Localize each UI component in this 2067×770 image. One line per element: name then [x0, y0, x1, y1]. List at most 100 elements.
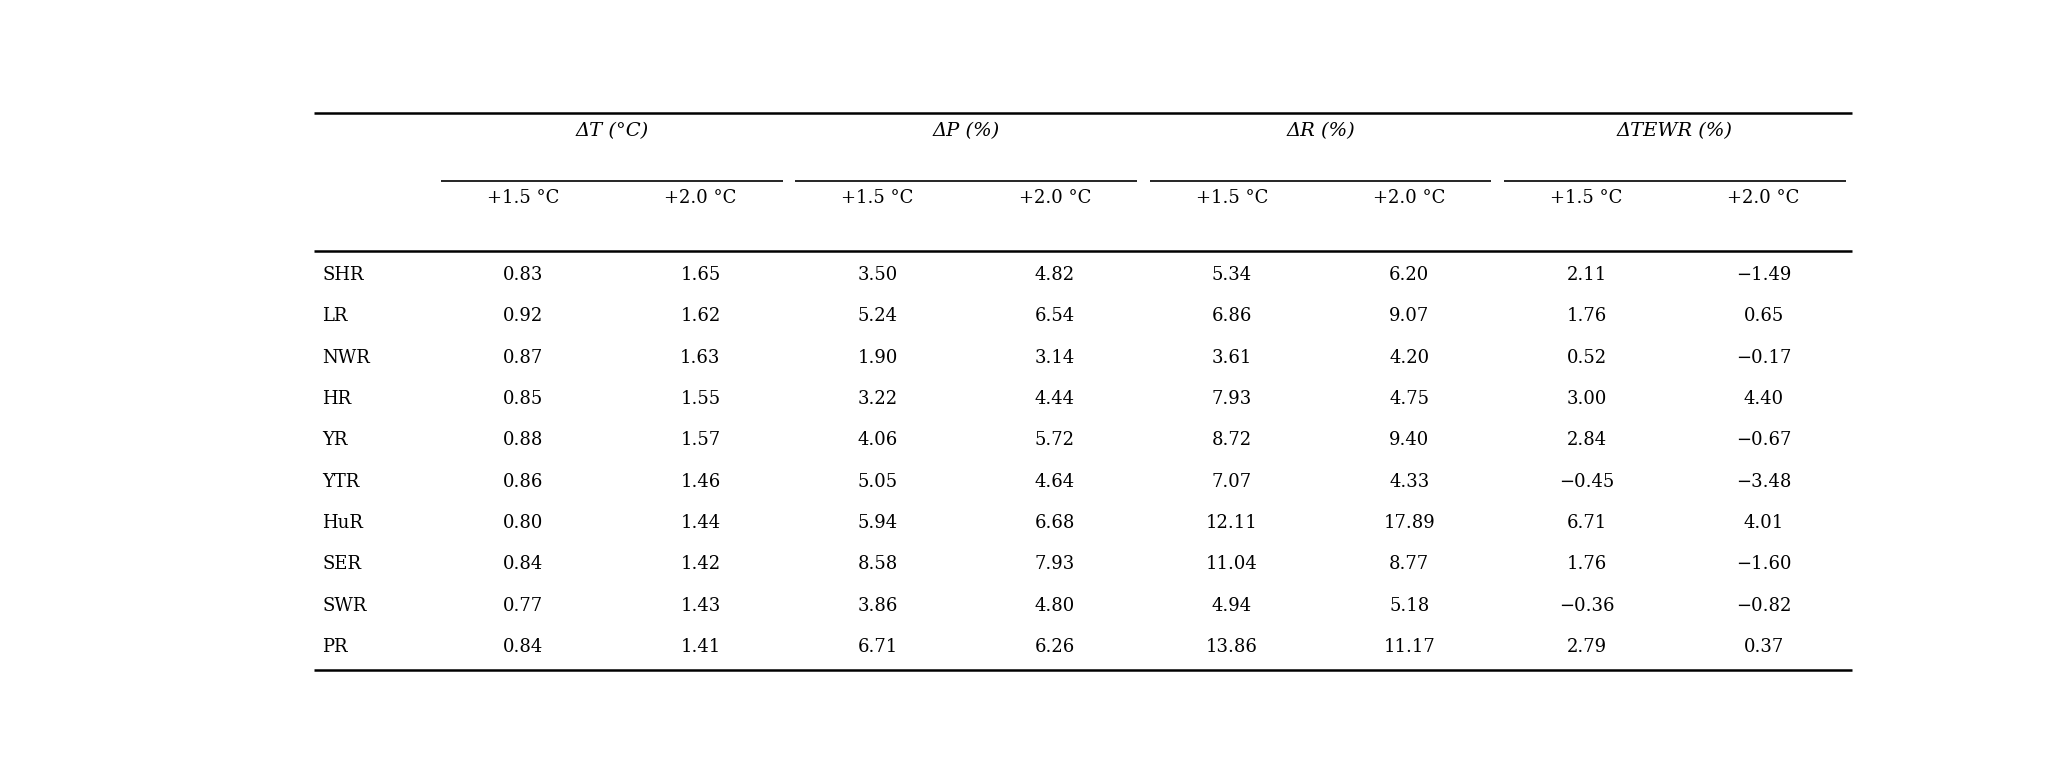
Text: 1.90: 1.90: [858, 349, 897, 367]
Text: 4.44: 4.44: [1036, 390, 1075, 408]
Text: 1.55: 1.55: [680, 390, 721, 408]
Text: 4.20: 4.20: [1389, 349, 1428, 367]
Text: 4.94: 4.94: [1211, 597, 1253, 614]
Text: 9.07: 9.07: [1389, 307, 1430, 325]
Text: 1.63: 1.63: [680, 349, 721, 367]
Text: YR: YR: [322, 431, 347, 449]
Text: 3.50: 3.50: [858, 266, 897, 284]
Text: 4.75: 4.75: [1389, 390, 1428, 408]
Text: +1.5 °C: +1.5 °C: [488, 189, 560, 207]
Text: 7.93: 7.93: [1211, 390, 1253, 408]
Text: 0.88: 0.88: [502, 431, 544, 449]
Text: 5.18: 5.18: [1389, 597, 1430, 614]
Text: 5.72: 5.72: [1036, 431, 1075, 449]
Text: 3.86: 3.86: [858, 597, 897, 614]
Text: 0.84: 0.84: [502, 638, 544, 656]
Text: 12.11: 12.11: [1207, 514, 1259, 532]
Text: +2.0 °C: +2.0 °C: [1372, 189, 1445, 207]
Text: ΔR (%): ΔR (%): [1286, 122, 1356, 140]
Text: 6.86: 6.86: [1211, 307, 1253, 325]
Text: 0.87: 0.87: [502, 349, 544, 367]
Text: 1.46: 1.46: [680, 473, 721, 490]
Text: LR: LR: [322, 307, 347, 325]
Text: +1.5 °C: +1.5 °C: [841, 189, 914, 207]
Text: ΔP (%): ΔP (%): [932, 122, 1000, 140]
Text: 5.05: 5.05: [858, 473, 897, 490]
Text: 8.77: 8.77: [1389, 555, 1428, 573]
Text: −0.45: −0.45: [1559, 473, 1614, 490]
Text: 0.80: 0.80: [502, 514, 544, 532]
Text: 2.11: 2.11: [1567, 266, 1606, 284]
Text: 13.86: 13.86: [1207, 638, 1259, 656]
Text: 1.44: 1.44: [680, 514, 721, 532]
Text: SWR: SWR: [322, 597, 366, 614]
Text: 11.04: 11.04: [1207, 555, 1259, 573]
Text: −3.48: −3.48: [1736, 473, 1792, 490]
Text: 6.54: 6.54: [1036, 307, 1075, 325]
Text: 0.86: 0.86: [502, 473, 544, 490]
Text: NWR: NWR: [322, 349, 370, 367]
Text: 1.76: 1.76: [1567, 555, 1606, 573]
Text: 11.17: 11.17: [1383, 638, 1434, 656]
Text: YTR: YTR: [322, 473, 360, 490]
Text: 0.83: 0.83: [502, 266, 544, 284]
Text: 1.41: 1.41: [680, 638, 721, 656]
Text: 8.72: 8.72: [1211, 431, 1253, 449]
Text: 1.43: 1.43: [680, 597, 721, 614]
Text: SHR: SHR: [322, 266, 364, 284]
Text: 1.65: 1.65: [680, 266, 721, 284]
Text: 3.61: 3.61: [1211, 349, 1253, 367]
Text: −0.82: −0.82: [1736, 597, 1792, 614]
Text: 7.07: 7.07: [1211, 473, 1253, 490]
Text: 17.89: 17.89: [1383, 514, 1434, 532]
Text: 3.00: 3.00: [1567, 390, 1606, 408]
Text: 0.52: 0.52: [1567, 349, 1606, 367]
Text: PR: PR: [322, 638, 347, 656]
Text: 4.01: 4.01: [1745, 514, 1784, 532]
Text: HuR: HuR: [322, 514, 364, 532]
Text: 4.40: 4.40: [1745, 390, 1784, 408]
Text: 0.84: 0.84: [502, 555, 544, 573]
Text: 4.33: 4.33: [1389, 473, 1430, 490]
Text: 4.82: 4.82: [1036, 266, 1075, 284]
Text: −1.49: −1.49: [1736, 266, 1792, 284]
Text: 5.94: 5.94: [858, 514, 897, 532]
Text: 7.93: 7.93: [1036, 555, 1075, 573]
Text: 5.24: 5.24: [858, 307, 897, 325]
Text: −0.17: −0.17: [1736, 349, 1792, 367]
Text: 4.06: 4.06: [858, 431, 897, 449]
Text: 0.85: 0.85: [502, 390, 544, 408]
Text: 2.84: 2.84: [1567, 431, 1606, 449]
Text: 6.71: 6.71: [1567, 514, 1606, 532]
Text: ΔT (°C): ΔT (°C): [575, 122, 649, 140]
Text: −0.36: −0.36: [1559, 597, 1614, 614]
Text: 6.71: 6.71: [858, 638, 897, 656]
Text: +1.5 °C: +1.5 °C: [1197, 189, 1269, 207]
Text: 8.58: 8.58: [858, 555, 897, 573]
Text: +2.0 °C: +2.0 °C: [1019, 189, 1091, 207]
Text: 1.76: 1.76: [1567, 307, 1606, 325]
Text: −1.60: −1.60: [1736, 555, 1792, 573]
Text: 2.79: 2.79: [1567, 638, 1606, 656]
Text: 0.77: 0.77: [502, 597, 544, 614]
Text: 6.68: 6.68: [1036, 514, 1075, 532]
Text: 1.62: 1.62: [680, 307, 721, 325]
Text: −0.67: −0.67: [1736, 431, 1792, 449]
Text: ΔTEWR (%): ΔTEWR (%): [1616, 122, 1732, 140]
Text: 4.80: 4.80: [1036, 597, 1075, 614]
Text: HR: HR: [322, 390, 351, 408]
Text: 1.57: 1.57: [680, 431, 721, 449]
Text: 9.40: 9.40: [1389, 431, 1430, 449]
Text: +1.5 °C: +1.5 °C: [1550, 189, 1623, 207]
Text: 6.20: 6.20: [1389, 266, 1430, 284]
Text: +2.0 °C: +2.0 °C: [1728, 189, 1800, 207]
Text: SER: SER: [322, 555, 362, 573]
Text: 6.26: 6.26: [1036, 638, 1075, 656]
Text: 1.42: 1.42: [680, 555, 721, 573]
Text: +2.0 °C: +2.0 °C: [664, 189, 736, 207]
Text: 3.22: 3.22: [858, 390, 897, 408]
Text: 0.92: 0.92: [502, 307, 544, 325]
Text: 0.37: 0.37: [1745, 638, 1784, 656]
Text: 0.65: 0.65: [1745, 307, 1784, 325]
Text: 3.14: 3.14: [1036, 349, 1075, 367]
